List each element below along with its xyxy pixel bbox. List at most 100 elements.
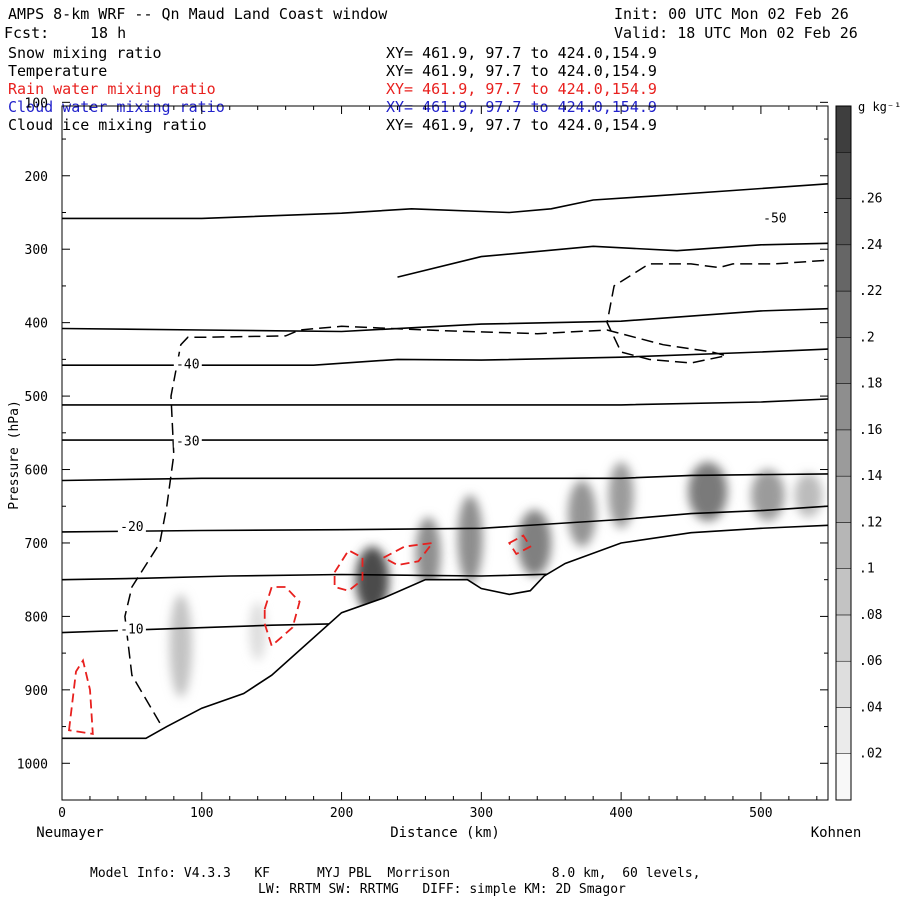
contour-label-bg-9 bbox=[760, 210, 789, 225]
field-name-temperature: Temperature bbox=[8, 62, 108, 80]
colorbar-swatch-0 bbox=[835, 753, 852, 801]
init-time: Init: 00 UTC Mon 02 Feb 26 bbox=[614, 5, 849, 23]
colorbar-tick-11: .24 bbox=[859, 238, 883, 253]
field-xy-cloud-water: XY= 461.9, 97.7 to 424.0,154.9 bbox=[386, 98, 657, 116]
y-tick-label-8: 900 bbox=[25, 684, 48, 699]
x-start-label: Neumayer bbox=[36, 825, 103, 841]
fcst-label: Fcst: bbox=[4, 24, 50, 42]
plot-frame bbox=[61, 105, 829, 801]
snow-blob-1 bbox=[249, 601, 267, 661]
colorbar-swatch-14 bbox=[835, 105, 852, 153]
colorbar-swatch-4 bbox=[835, 568, 852, 616]
colorbar-tick-0: .02 bbox=[859, 747, 882, 762]
contour-label-bg-4 bbox=[173, 433, 202, 448]
x-tick-label-3: 300 bbox=[470, 806, 493, 821]
field-name-cloud-ice: Cloud ice mixing ratio bbox=[8, 116, 207, 134]
rain-contour-4 bbox=[508, 534, 532, 556]
colorbar-swatch-5 bbox=[835, 522, 852, 569]
snow-blob-0 bbox=[169, 594, 192, 698]
y-tick-label-2: 300 bbox=[25, 243, 48, 258]
colorbar: .02 .04 .06 .08 .1 .12 .14 .16 .18 .2 .22 .24 .26 bbox=[835, 105, 883, 801]
field-xy-rain: XY= 461.9, 97.7 to 424.0,154.9 bbox=[386, 80, 657, 98]
colorbar-tick-3: .08 bbox=[859, 608, 882, 623]
snow-blob-10 bbox=[794, 473, 823, 518]
temperature-contour-3 bbox=[62, 473, 828, 482]
x-end-label: Kohnen bbox=[811, 825, 862, 841]
contour-label-6: -40 bbox=[176, 358, 199, 373]
y-tick-label-5: 600 bbox=[25, 464, 48, 479]
colorbar-frame bbox=[835, 105, 852, 801]
colorbar-tick-5: .12 bbox=[859, 515, 882, 530]
y-tick-label-9: 1000 bbox=[17, 757, 48, 772]
x-tick-label-1: 100 bbox=[190, 806, 213, 821]
colorbar-tick-7: .16 bbox=[859, 423, 882, 438]
snow-blob-6 bbox=[568, 480, 596, 547]
contour-label-layer: -10 -20 -30 -40 -50 bbox=[117, 210, 789, 638]
temperature-contour-6 bbox=[62, 348, 828, 366]
colorbar-swatch-7 bbox=[835, 429, 852, 477]
snow-blob-2 bbox=[355, 546, 390, 613]
colorbar-tick-8: .18 bbox=[859, 377, 882, 392]
valid-time: Valid: 18 UTC Mon 02 Feb 26 bbox=[614, 24, 858, 42]
y-tick-label-0: 100 bbox=[25, 96, 48, 111]
terrain-layer bbox=[62, 524, 828, 800]
temperature-contour-9 bbox=[397, 242, 828, 278]
model-info: Model Info: V4.3.3 KF MYJ PBL Morrison 8… bbox=[90, 866, 701, 881]
colorbar-tick-9: .2 bbox=[859, 330, 875, 345]
y-tick-label-1: 200 bbox=[25, 170, 48, 185]
contour-label-bg-6 bbox=[173, 356, 202, 371]
colorbar-swatch-8 bbox=[835, 383, 852, 431]
x-tick-label-2: 200 bbox=[330, 806, 353, 821]
y-tick-label-4: 500 bbox=[25, 390, 48, 405]
terrain-fill bbox=[62, 525, 828, 800]
snow-blob-9 bbox=[751, 469, 785, 521]
rain-contour-0 bbox=[68, 658, 94, 735]
y-tick-label-7: 800 bbox=[25, 610, 48, 625]
colorbar-swatch-2 bbox=[835, 660, 852, 708]
snow-blob-4 bbox=[457, 495, 483, 584]
colorbar-swatch-6 bbox=[835, 475, 852, 523]
field-name-cloud-water: Cloud water mixing ratio bbox=[8, 98, 225, 116]
colorbar-swatch-9 bbox=[835, 337, 852, 384]
temperature-contour-2 bbox=[62, 505, 828, 533]
contour-label-0: -10 bbox=[120, 623, 143, 638]
contour-label-9: -50 bbox=[763, 211, 786, 226]
rain-contour-layer bbox=[68, 534, 532, 735]
axes: 100 200 300 400 500 600 700 800 900 1000 0 100 200 30… bbox=[17, 96, 828, 821]
field-name-rain: Rain water mixing ratio bbox=[8, 80, 216, 98]
field-xy-temperature: XY= 461.9, 97.7 to 424.0,154.9 bbox=[386, 62, 657, 80]
contour-label-bg-0 bbox=[117, 621, 146, 636]
contour-label-4: -30 bbox=[176, 435, 199, 450]
colorbar-swatch-1 bbox=[835, 707, 852, 754]
colorbar-tick-10: .22 bbox=[859, 284, 882, 299]
colorbar-swatch-13 bbox=[835, 152, 852, 199]
snow-blob-8 bbox=[688, 462, 728, 521]
contour-label-bg-2 bbox=[117, 518, 146, 533]
y-axis-label: Pressure (hPa) bbox=[7, 400, 22, 510]
temperature-contour-8 bbox=[62, 183, 828, 220]
cloud-ice-contour bbox=[124, 259, 828, 724]
colorbar-tick-12: .26 bbox=[859, 192, 882, 207]
field-xy-cloud-ice: XY= 461.9, 97.7 to 424.0,154.9 bbox=[386, 116, 657, 134]
rain-contour-1 bbox=[263, 586, 301, 648]
temperature-contour-5 bbox=[62, 398, 828, 406]
colorbar-swatch-3 bbox=[835, 614, 852, 662]
colorbar-swatch-10 bbox=[835, 290, 852, 338]
snow-blob-5 bbox=[517, 509, 552, 577]
x-tick-label-5: 500 bbox=[749, 806, 772, 821]
colorbar-tick-1: .04 bbox=[859, 700, 883, 715]
field-xy-snow: XY= 461.9, 97.7 to 424.0,154.9 bbox=[386, 44, 657, 62]
y-tick-label-6: 700 bbox=[25, 537, 48, 552]
colorbar-swatch-12 bbox=[835, 198, 852, 246]
temperature-contour-7 bbox=[62, 307, 828, 333]
field-name-snow: Snow mixing ratio bbox=[8, 44, 162, 62]
chart-title: AMPS 8-km WRF -- Qn Maud Land Coast wind… bbox=[8, 5, 388, 23]
x-axis-label: Distance (km) bbox=[390, 825, 500, 841]
colorbar-tick-2: .06 bbox=[859, 654, 882, 669]
x-tick-label-0: 0 bbox=[58, 806, 66, 821]
rain-contour-3 bbox=[381, 541, 435, 566]
snow-blob-3 bbox=[415, 517, 441, 591]
contour-label-2: -20 bbox=[120, 520, 143, 535]
colorbar-swatch-11 bbox=[835, 244, 852, 292]
